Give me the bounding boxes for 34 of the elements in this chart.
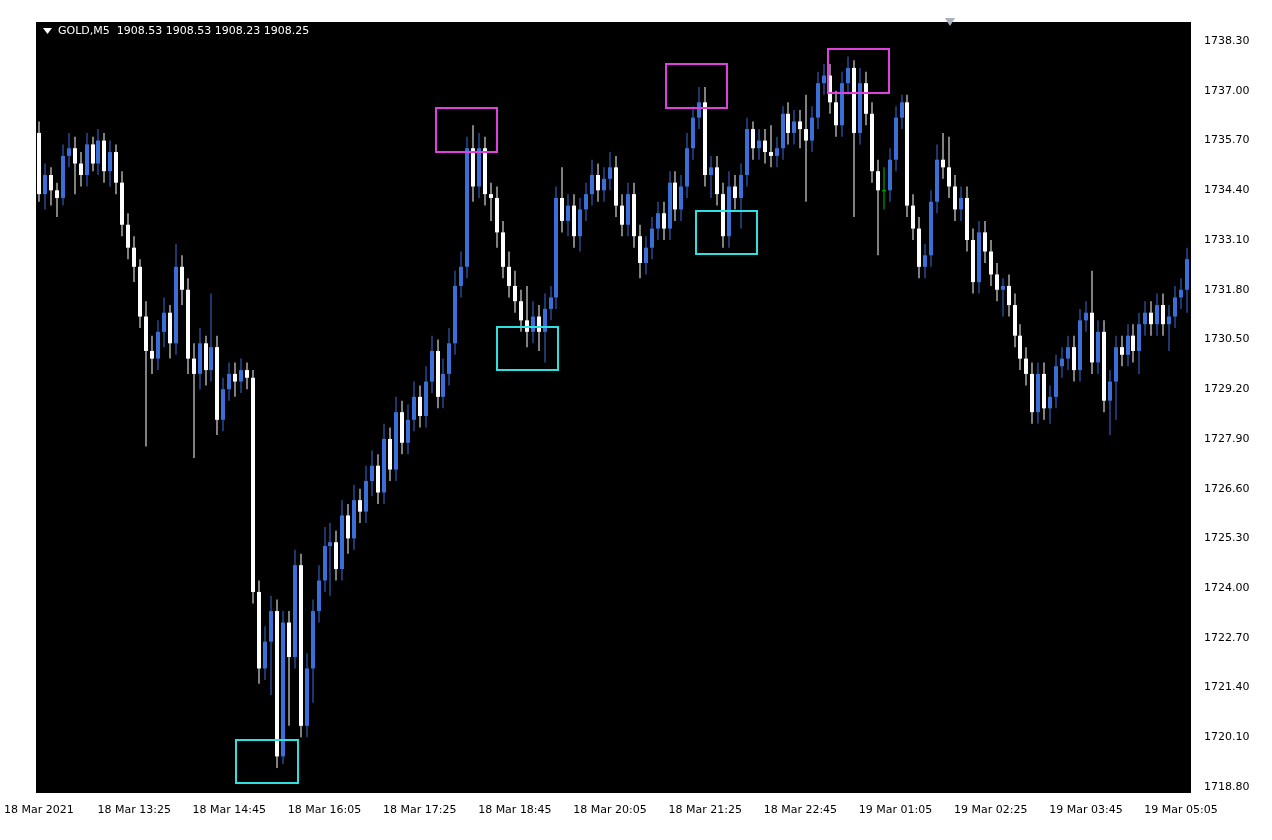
x-tick-label: 19 Mar 01:05 bbox=[858, 803, 933, 817]
x-tick-label: 18 Mar 22:45 bbox=[763, 803, 838, 817]
y-tick-label: 1722.70 bbox=[1204, 630, 1250, 644]
candlestick bbox=[882, 167, 886, 210]
y-tick-label: 1721.40 bbox=[1204, 680, 1250, 694]
candlestick bbox=[769, 125, 773, 168]
x-tick-label: 19 Mar 03:45 bbox=[1049, 803, 1123, 817]
y-tick-label: 1718.80 bbox=[1204, 779, 1250, 793]
x-tick-label: 18 Mar 21:25 bbox=[668, 803, 742, 817]
y-tick-label: 1729.20 bbox=[1204, 382, 1250, 396]
x-tick-label: 18 Mar 18:45 bbox=[478, 803, 552, 817]
y-tick-label: 1731.80 bbox=[1204, 282, 1250, 296]
y-tick-label: 1735.70 bbox=[1204, 133, 1250, 147]
y-tick-label: 1734.40 bbox=[1204, 183, 1250, 197]
chart-title: GOLD,M5 1908.53 1908.53 1908.23 1908.25 bbox=[58, 24, 310, 37]
x-tick-label: 18 Mar 16:05 bbox=[287, 803, 362, 817]
candlestick bbox=[328, 523, 332, 596]
x-tick-label: 18 Mar 20:05 bbox=[573, 803, 647, 817]
y-tick-label: 1724.00 bbox=[1204, 580, 1250, 594]
x-tick-label: 19 Mar 05:05 bbox=[1144, 803, 1218, 817]
y-tick-label: 1727.90 bbox=[1204, 431, 1250, 445]
y-tick-label: 1720.10 bbox=[1204, 730, 1250, 744]
y-tick-label: 1725.30 bbox=[1204, 531, 1250, 545]
y-tick-label: 1738.30 bbox=[1204, 33, 1250, 47]
y-tick-label: 1737.00 bbox=[1204, 83, 1250, 97]
x-tick-label: 19 Mar 02:25 bbox=[954, 803, 1028, 817]
x-tick-label: 18 Mar 2021 bbox=[4, 803, 74, 817]
y-tick-label: 1730.50 bbox=[1204, 332, 1250, 346]
x-tick-label: 18 Mar 13:25 bbox=[97, 803, 171, 817]
candlestick bbox=[1001, 278, 1005, 317]
x-tick-label: 18 Mar 17:25 bbox=[382, 803, 457, 817]
x-tick-label: 18 Mar 14:45 bbox=[192, 803, 267, 817]
y-tick-label: 1733.10 bbox=[1204, 232, 1250, 246]
y-tick-label: 1726.60 bbox=[1204, 481, 1250, 495]
